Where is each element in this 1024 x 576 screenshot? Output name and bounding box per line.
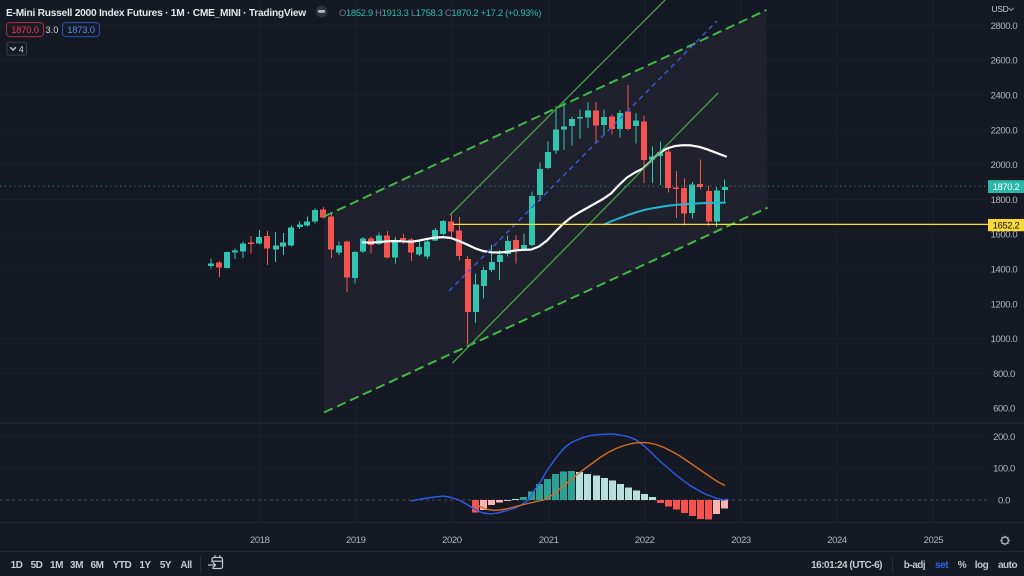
svg-text:1000.0: 1000.0 (991, 334, 1018, 345)
svg-text:1600.0: 1600.0 (991, 230, 1018, 241)
svg-text:1M: 1M (50, 560, 63, 571)
svg-text:1870.2: 1870.2 (993, 182, 1020, 193)
svg-text:0.0: 0.0 (998, 496, 1010, 507)
svg-text:1873.0: 1873.0 (67, 24, 94, 35)
svg-text:3M: 3M (70, 560, 83, 571)
svg-text:2000.0: 2000.0 (991, 160, 1018, 171)
svg-text:O1852.9 H1913.3 L1758.3 C1870.: O1852.9 H1913.3 L1758.3 C1870.2 +17.2 (+… (339, 7, 541, 18)
svg-text:2200.0: 2200.0 (991, 125, 1018, 136)
svg-text:YTD: YTD (113, 560, 132, 571)
svg-text:E-Mini Russell 2000 Index Futu: E-Mini Russell 2000 Index Futures · 1M ·… (6, 8, 306, 19)
svg-text:200.0: 200.0 (993, 432, 1015, 443)
svg-text:USD: USD (991, 4, 1008, 14)
svg-text:1652.2: 1652.2 (993, 221, 1020, 232)
svg-text:16:01:24 (UTC-6): 16:01:24 (UTC-6) (811, 560, 882, 571)
svg-text:1200.0: 1200.0 (991, 299, 1018, 310)
svg-text:2021: 2021 (539, 535, 559, 546)
svg-text:5D: 5D (31, 560, 43, 571)
svg-text:2023: 2023 (731, 535, 751, 546)
svg-text:2025: 2025 (924, 535, 944, 546)
svg-text:5Y: 5Y (160, 560, 172, 571)
svg-text:2024: 2024 (827, 535, 847, 546)
svg-text:1870.0: 1870.0 (11, 24, 38, 35)
svg-text:2019: 2019 (346, 535, 366, 546)
svg-text:2400.0: 2400.0 (991, 91, 1018, 102)
svg-text:auto: auto (998, 560, 1018, 571)
svg-text:6M: 6M (91, 560, 104, 571)
svg-text:2022: 2022 (635, 535, 655, 546)
svg-text:800.0: 800.0 (993, 369, 1015, 380)
svg-text:1400.0: 1400.0 (991, 265, 1018, 276)
svg-text:3.0: 3.0 (45, 24, 58, 35)
svg-text:log: log (975, 560, 989, 571)
svg-text:set: set (935, 560, 949, 571)
svg-text:1800.0: 1800.0 (991, 195, 1018, 206)
svg-text:600.0: 600.0 (993, 404, 1015, 415)
svg-text:2800.0: 2800.0 (991, 21, 1018, 32)
svg-text:1Y: 1Y (139, 560, 151, 571)
svg-text:100.0: 100.0 (993, 464, 1015, 475)
svg-text:2018: 2018 (250, 535, 270, 546)
svg-text:All: All (180, 560, 192, 571)
svg-text:2600.0: 2600.0 (991, 56, 1018, 67)
svg-text:2020: 2020 (442, 535, 462, 546)
svg-text:%: % (958, 560, 967, 571)
svg-text:4: 4 (19, 44, 24, 54)
svg-text:b-adj: b-adj (904, 560, 926, 571)
svg-text:1D: 1D (11, 560, 23, 571)
